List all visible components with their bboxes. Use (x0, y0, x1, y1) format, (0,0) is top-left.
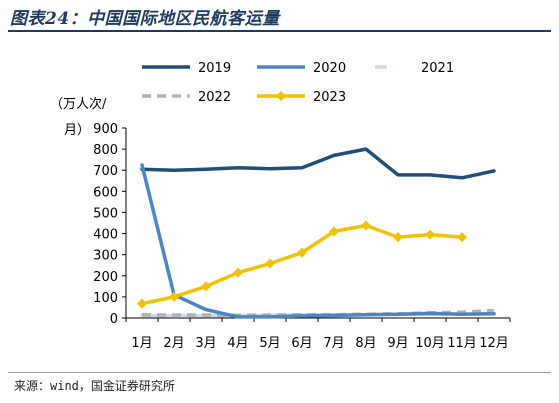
series-line-2023 (140, 223, 464, 306)
x-tick-label: 4月 (227, 336, 248, 351)
data-point-2023 (169, 291, 179, 302)
data-point-2023 (233, 267, 243, 278)
series-layer (137, 147, 496, 319)
legend-item-2019: 2019 (142, 61, 231, 76)
x-tick-label: 12月 (479, 336, 509, 351)
source-note: 来源：wind，国金证券研究所 (14, 379, 175, 393)
series-line-2019 (140, 147, 496, 180)
bottom-divider (8, 372, 551, 373)
y-tick-label: 0 (110, 312, 118, 327)
x-tick-label: 6月 (291, 336, 312, 351)
legend-item-2022: 2022 (142, 90, 231, 105)
series-line-2020 (140, 163, 496, 319)
y-tick-label: 700 (93, 164, 118, 179)
legend-label: 2022 (198, 90, 231, 105)
data-point-2023 (265, 258, 275, 269)
legend-item-2020: 2020 (257, 61, 346, 76)
x-tick-label: 11月 (447, 336, 477, 351)
legend-marker (276, 91, 286, 101)
y-tick-label: 400 (93, 228, 118, 243)
data-point-2023 (137, 298, 147, 309)
x-tick-label: 1月 (131, 336, 152, 351)
y-tick-label: 500 (93, 206, 118, 221)
legend-label: 2020 (313, 61, 346, 76)
figure-title: 图表24：中国国际地区民航客运量 (10, 9, 280, 29)
y-tick-label: 100 (93, 291, 118, 306)
series-2023 (137, 220, 467, 309)
x-tick-label: 7月 (323, 336, 344, 351)
data-point-2023 (297, 247, 307, 258)
series-2019 (140, 147, 496, 180)
legend-label: 2019 (198, 61, 231, 76)
series-2020 (140, 163, 496, 319)
y-axis-unit-line-2: 月） (64, 123, 90, 138)
data-point-2023 (393, 232, 403, 243)
legend-label: 2023 (313, 90, 346, 105)
axes: 0 100 200 300 400 500 600 700 800 900 1月 2月 3月 4月 5月 6月… (93, 122, 511, 351)
x-tick-label: 2月 (163, 336, 184, 351)
x-tick-label: 5月 (259, 336, 280, 351)
x-tick-label: 8月 (355, 336, 376, 351)
y-tick-label: 800 (93, 143, 118, 158)
data-point-2023 (425, 229, 435, 240)
legend: 2019 2020 2021 2022 2023 (142, 61, 454, 105)
y-tick-label: 600 (93, 185, 118, 200)
y-tick-label: 900 (93, 122, 118, 137)
legend-label: 2021 (421, 61, 454, 76)
legend-item-2021: 2021 (375, 61, 454, 76)
y-tick-label: 300 (93, 249, 118, 264)
data-point-2023 (201, 281, 211, 292)
data-point-2023 (361, 220, 371, 231)
data-point-2023 (457, 232, 467, 243)
data-point-2023 (329, 226, 339, 237)
legend-item-2023: 2023 (257, 90, 346, 105)
y-axis-unit-line-1: （万人次/ (50, 96, 107, 112)
x-tick-label: 10月 (415, 336, 445, 351)
y-tick-label: 200 (93, 270, 118, 285)
line-chart: 2019 2020 2021 2022 2023 （万人次/ 月） 0 100 200 300… (50, 61, 511, 351)
x-tick-label: 9月 (387, 336, 408, 351)
x-tick-label: 3月 (195, 336, 216, 351)
title-divider (8, 30, 551, 32)
